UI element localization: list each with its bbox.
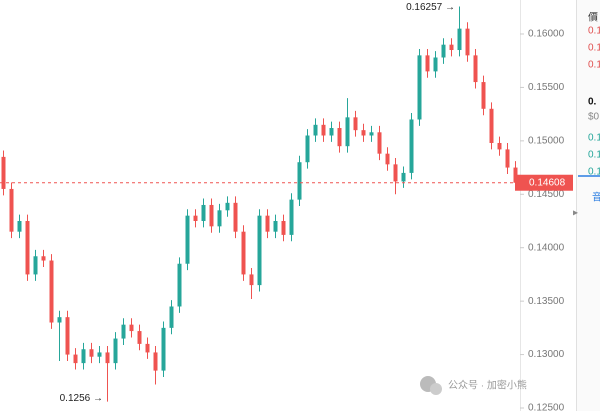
y-tick-label: 0.16000 bbox=[528, 29, 565, 40]
candle-body bbox=[337, 128, 342, 147]
candle-body bbox=[89, 349, 94, 357]
candle-body bbox=[41, 256, 46, 261]
candle-body bbox=[153, 352, 158, 371]
last-price-box bbox=[515, 174, 573, 191]
candle-body bbox=[161, 327, 166, 371]
candle-body bbox=[369, 132, 374, 136]
candle-body bbox=[353, 117, 358, 131]
candle-body bbox=[65, 317, 70, 355]
candle-body bbox=[233, 202, 238, 232]
candle-body bbox=[81, 349, 86, 364]
candle-body bbox=[33, 256, 38, 275]
side-panel bbox=[576, 0, 600, 411]
candle-body bbox=[257, 215, 262, 286]
last-price-label: 0.14608 bbox=[529, 177, 566, 188]
panel-price: 0. bbox=[588, 97, 597, 108]
candle-body bbox=[249, 274, 254, 286]
candle-body bbox=[409, 119, 414, 173]
candle-body bbox=[489, 108, 494, 143]
candle-body bbox=[313, 124, 318, 136]
candle-body bbox=[193, 215, 198, 221]
candle-body bbox=[385, 153, 390, 165]
candle-body bbox=[393, 164, 398, 182]
ask-price: 0.1 bbox=[588, 26, 600, 37]
candle-body bbox=[17, 220, 22, 232]
candle-body bbox=[137, 331, 142, 344]
y-tick-label: 0.13000 bbox=[528, 349, 565, 360]
candle-body bbox=[49, 260, 54, 323]
panel-usd: $0 bbox=[588, 112, 600, 123]
candle-body bbox=[361, 130, 366, 136]
candle-body bbox=[441, 44, 446, 58]
y-tick-label: 0.12500 bbox=[528, 403, 565, 411]
ask-price: 0.1 bbox=[588, 60, 600, 71]
candle-body bbox=[185, 215, 190, 264]
candle-body bbox=[345, 117, 350, 147]
candle-body bbox=[465, 28, 470, 56]
bid-price: 0.1 bbox=[588, 167, 600, 178]
candle-body bbox=[505, 149, 510, 168]
candle-body bbox=[225, 202, 230, 211]
low-marker: 0.1256 → bbox=[60, 393, 103, 404]
candle-body bbox=[433, 57, 438, 72]
wechat-icon bbox=[430, 383, 442, 395]
candle-body bbox=[457, 28, 462, 51]
candle-body bbox=[497, 142, 502, 150]
candle-body bbox=[57, 317, 62, 323]
candle-body bbox=[297, 162, 302, 200]
candle-body bbox=[121, 324, 126, 339]
ask-price: 0.1 bbox=[588, 43, 600, 54]
candle-body bbox=[273, 220, 278, 232]
candle-body bbox=[473, 55, 478, 83]
y-tick-label: 0.13500 bbox=[528, 296, 565, 307]
candle-body bbox=[289, 199, 294, 235]
candle-body bbox=[105, 352, 110, 364]
scroll-arrow[interactable]: ▸ bbox=[573, 208, 578, 219]
y-tick-label: 0.14000 bbox=[528, 242, 565, 253]
y-tick-label: 0.15500 bbox=[528, 82, 565, 93]
candle-body bbox=[377, 132, 382, 154]
candle-body bbox=[481, 82, 486, 109]
candle-body bbox=[73, 354, 78, 364]
candle-body bbox=[9, 188, 14, 232]
candle-body bbox=[329, 128, 334, 136]
watermark: 公众号 · 加密小熊 bbox=[420, 376, 527, 395]
candle-body bbox=[417, 55, 422, 120]
candle-body bbox=[425, 55, 430, 72]
y-tick-label: 0.15000 bbox=[528, 135, 565, 146]
candle-body bbox=[201, 204, 206, 221]
bid-price: 0.1 bbox=[588, 133, 600, 144]
panel-tab[interactable]: 音 bbox=[592, 191, 600, 204]
candle-body bbox=[25, 220, 30, 275]
candle-body bbox=[217, 210, 222, 227]
candle-body bbox=[97, 352, 102, 357]
candle-body bbox=[113, 338, 118, 364]
panel-header: 價 bbox=[588, 11, 598, 24]
bid-price: 0.1 bbox=[588, 150, 600, 161]
candle-body bbox=[281, 220, 286, 235]
candle-body bbox=[129, 324, 134, 332]
candle-body bbox=[241, 231, 246, 275]
candle-body bbox=[209, 204, 214, 227]
candle-body bbox=[305, 135, 310, 163]
candle-body bbox=[177, 263, 182, 307]
candle-body bbox=[145, 343, 150, 353]
candle-body bbox=[169, 306, 174, 328]
high-marker: 0.16257 → bbox=[406, 2, 455, 13]
watermark-text: 公众号 · 加密小熊 bbox=[448, 379, 527, 392]
candle-body bbox=[401, 172, 406, 182]
y-tick-label: 0.14500 bbox=[528, 189, 565, 200]
candle-body bbox=[321, 124, 326, 136]
candle-body bbox=[449, 44, 454, 51]
candle-body bbox=[1, 156, 6, 189]
candle-body bbox=[265, 215, 270, 232]
